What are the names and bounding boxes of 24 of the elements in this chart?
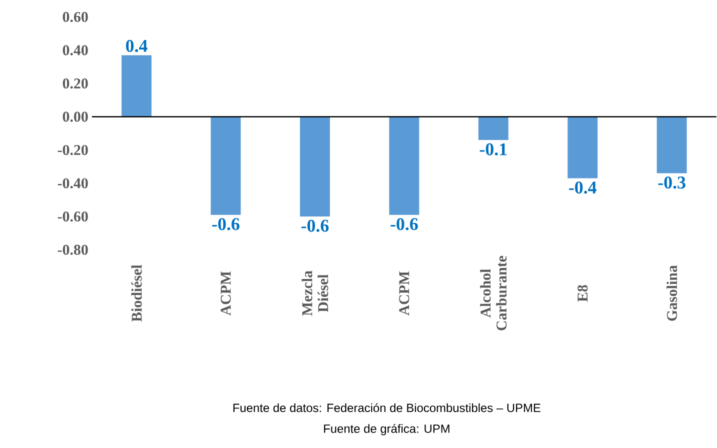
y-tick-label: 0.60	[62, 12, 88, 22]
y-tick-label: -0.80	[58, 244, 88, 256]
data-label: -0.6	[390, 218, 418, 230]
x-tick-label: Alcohol Carburante	[480, 256, 507, 330]
data-label: 0.4	[126, 40, 148, 52]
x-tick-label: E8	[578, 285, 588, 302]
y-tick-label: -0.40	[58, 178, 88, 189]
data-label: -0.4	[569, 182, 596, 194]
y-tick-label: 0.00	[62, 112, 88, 122]
y-tick-label: -0.60	[58, 212, 88, 222]
data-label: -0.6	[212, 218, 240, 230]
data-label: -0.3	[658, 176, 686, 189]
x-tick-label: Mezcla Diésel	[302, 270, 328, 316]
x-tick-label: ACPM	[220, 272, 231, 316]
source-note: Fuente de datos: Federación de Biocombustibles – UPME	[233, 403, 540, 412]
y-tick-label: 0.40	[62, 45, 88, 56]
x-tick-label: ACPM	[399, 272, 410, 316]
y-tick-label: 0.20	[62, 78, 88, 89]
x-tick-label: Gasolina	[666, 265, 678, 321]
data-label: -0.6	[301, 220, 329, 232]
y-tick-label: -0.20	[58, 145, 88, 156]
source-note: Fuente de gráfica: UPM	[324, 424, 450, 436]
data-label: -0.1	[480, 143, 507, 156]
x-tick-label: Biodiésel	[131, 265, 142, 322]
